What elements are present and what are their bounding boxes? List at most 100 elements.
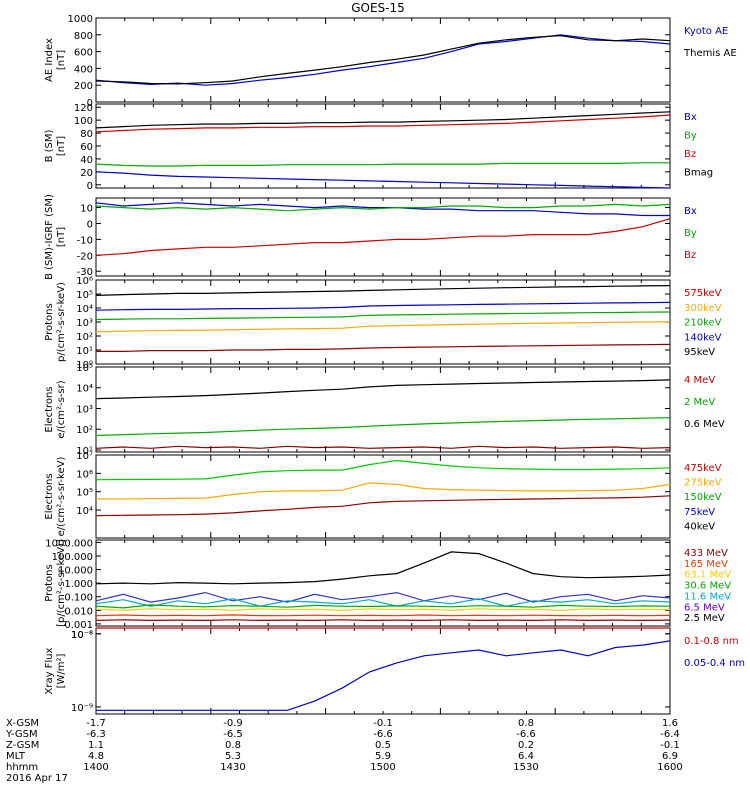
legend-entry: 300keV bbox=[684, 303, 722, 314]
series-line-300kev bbox=[95, 321, 671, 333]
y-tick-label: 0 bbox=[87, 181, 93, 192]
axis-row-value: 0.2 bbox=[518, 740, 534, 751]
y-tick-label: -20 bbox=[77, 251, 93, 262]
legend-entry: Bx bbox=[684, 206, 697, 217]
y-tick-label: -30 bbox=[77, 267, 93, 278]
y-tick-label: 10³ bbox=[76, 318, 93, 329]
axis-row-label: Z-GSM bbox=[6, 740, 39, 751]
legend-entry: Themis AE bbox=[683, 48, 737, 59]
series-line-11-6-mev bbox=[95, 598, 671, 607]
legend-entry: Bmag bbox=[684, 168, 713, 179]
legend-entry: Bx bbox=[684, 112, 697, 123]
y-axis-label: [nT] bbox=[56, 227, 67, 247]
axis-row-value: -0.9 bbox=[223, 718, 243, 729]
legend-entry: 150keV bbox=[684, 492, 722, 503]
y-tick-label: 100.000 bbox=[52, 552, 93, 563]
date-label: 2016 Apr 17 bbox=[6, 773, 68, 784]
axis-row-value: 5.9 bbox=[375, 751, 391, 762]
legend-entry: 433 MeV bbox=[684, 548, 728, 559]
panel-frame bbox=[95, 627, 671, 715]
axis-row-label: hhmm bbox=[6, 762, 38, 773]
panel-frame bbox=[95, 454, 671, 539]
legend-entry: Bz bbox=[684, 250, 696, 261]
axis-row-value: -1.7 bbox=[86, 718, 106, 729]
y-tick-label: 1000 bbox=[68, 14, 93, 25]
y-axis-label: [nT] bbox=[56, 136, 67, 156]
y-axis-label: [W/m²] bbox=[56, 653, 67, 688]
legend-entry: 165 MeV bbox=[684, 559, 728, 570]
y-axis-label: Xray Flux bbox=[44, 647, 55, 694]
y-tick-label: 10² bbox=[76, 425, 93, 436]
y-tick-label: 10⁷ bbox=[76, 451, 93, 462]
y-tick-label: 0.010 bbox=[64, 606, 93, 617]
series-line-575kev bbox=[96, 343, 671, 352]
y-axis-label: Protons bbox=[44, 303, 55, 340]
y-tick-label: 10⁻⁹ bbox=[71, 703, 93, 714]
axis-row-value: 1400 bbox=[83, 762, 108, 773]
axis-row-value: 5.3 bbox=[225, 751, 241, 762]
legend-entry: 75keV bbox=[684, 507, 715, 518]
axis-row-value: 1530 bbox=[513, 762, 538, 773]
y-tick-label: 100 bbox=[74, 116, 93, 127]
axis-row-value: 0.8 bbox=[225, 740, 241, 751]
y-axis-label: AE Index bbox=[44, 38, 55, 82]
y-tick-label: 10.000 bbox=[58, 566, 93, 577]
y-tick-label: 10⁴ bbox=[76, 506, 93, 517]
series-line-150kev bbox=[95, 459, 671, 481]
y-tick-label: 10⁵ bbox=[76, 290, 93, 301]
series-line-165-mev bbox=[95, 614, 671, 617]
series-line-2-5-mev bbox=[95, 551, 671, 585]
axis-row-value: -6.6 bbox=[516, 729, 536, 740]
y-axis-label: Protons bbox=[44, 564, 55, 601]
axis-row-value: 6.4 bbox=[518, 751, 534, 762]
series-line-63-1-mev bbox=[95, 608, 671, 611]
y-axis-label: e/(cm²-s-sr) bbox=[56, 380, 67, 438]
y-tick-label: 120 bbox=[74, 103, 93, 114]
axis-row-value: 4.8 bbox=[88, 751, 104, 762]
y-tick-label: 400 bbox=[74, 64, 93, 75]
legend-entry: 2 MeV bbox=[684, 397, 715, 408]
series-line-95kev bbox=[95, 285, 671, 296]
series-line-433-mev bbox=[95, 619, 671, 622]
series-line-0-6-mev bbox=[95, 379, 671, 400]
legend-entry: 275keV bbox=[684, 478, 722, 489]
series-line-bx bbox=[95, 202, 670, 217]
panel-b-sm: 120 100 80 60 40 20 0 B (SM) [nT] Bx By Bz Bmag bbox=[44, 103, 713, 192]
legend-entry: 0.1-0.8 nm bbox=[684, 636, 739, 647]
y-tick-label: 10¹ bbox=[76, 346, 93, 357]
series-line-bz bbox=[95, 218, 671, 256]
panel-frame bbox=[95, 103, 671, 189]
series-line-bz bbox=[95, 114, 671, 133]
axis-row-value: -0.1 bbox=[373, 718, 393, 729]
series-line-4-mev bbox=[95, 445, 671, 449]
series-line-140kev bbox=[95, 301, 671, 311]
y-tick-label: 1000.000 bbox=[45, 538, 93, 549]
y-tick-label: 0.100 bbox=[64, 593, 93, 604]
y-tick-label: -10 bbox=[77, 235, 93, 246]
panel-frame bbox=[95, 197, 671, 277]
series-line-bx bbox=[95, 171, 671, 189]
axis-row-label: X-GSM bbox=[6, 718, 39, 729]
y-tick-label: 10 bbox=[80, 204, 93, 215]
legend-entry: By bbox=[684, 228, 697, 239]
axis-row-label: Y-GSM bbox=[5, 729, 38, 740]
panel-ae: 1000 800 600 400 200 0 AE Index [nT] Kyoto AE The… bbox=[44, 14, 737, 109]
y-tick-label: 200 bbox=[74, 81, 93, 92]
panel-electrons-low: 10⁷ 10⁶ 10⁵ 10⁴ Electrons e/(cm²-s-sr-keV) 475… bbox=[44, 451, 722, 539]
legend-entry: 40keV bbox=[684, 521, 715, 532]
legend-entry: 0.6 MeV bbox=[684, 419, 725, 430]
series-line-0-05-0-4-nm bbox=[96, 640, 671, 711]
y-axis-label: p/(cm²-s-sr-keV) bbox=[56, 282, 67, 362]
legend-entry: Bz bbox=[684, 149, 696, 160]
axis-row-value: -6.3 bbox=[86, 729, 106, 740]
y-tick-label: 10⁻⁸ bbox=[71, 630, 93, 641]
y-tick-label: 10² bbox=[76, 332, 93, 343]
y-tick-label: 0 bbox=[87, 98, 93, 109]
axis-row-value: 1.1 bbox=[88, 740, 104, 751]
y-tick-label: 10⁴ bbox=[76, 384, 93, 395]
y-axis-label: e/(cm²-s-sr-keV) bbox=[56, 457, 67, 537]
panel-b-igrf: 10 0 -10 -20 -30 B (SM)-IGRF (SM) [nT] Bx By Bz bbox=[44, 194, 697, 280]
axis-row-value: 6.9 bbox=[662, 751, 678, 762]
legend-entry: 210keV bbox=[684, 318, 722, 329]
axis-row-value: -6.6 bbox=[373, 729, 393, 740]
